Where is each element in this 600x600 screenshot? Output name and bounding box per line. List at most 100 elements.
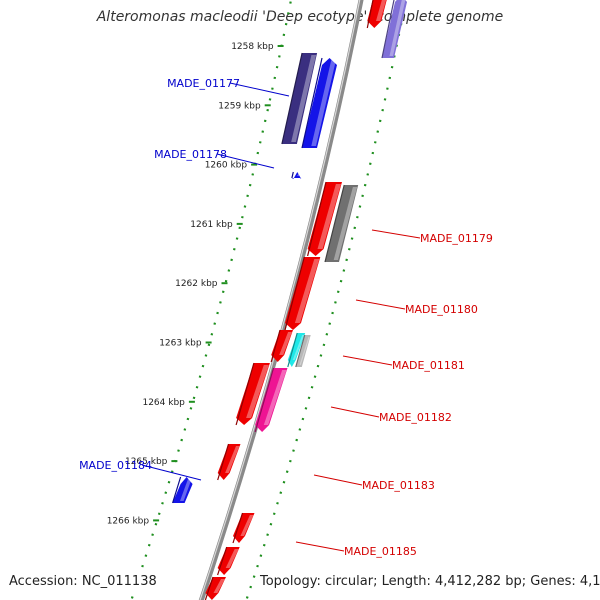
gene-body [172,477,193,503]
gene-bevel [311,60,336,146]
gene-feature-12 [235,362,270,426]
gene-edge [254,367,275,433]
gene-label-made-01183: MADE_01183 [313,474,435,492]
gene-feature-1 [366,0,387,29]
gene-body [307,182,342,256]
tick-1265: 1265 kbp [125,457,178,467]
gene-feature-17 [217,546,240,576]
gene-label-text: MADE_01182 [379,411,452,424]
label-connector [371,229,421,239]
gene-bevel [294,259,320,323]
gene-bevel [291,55,317,142]
outer-ring-dots [245,0,408,600]
gene-bevel [225,446,240,473]
gene-body [233,513,255,543]
label-connector [313,474,363,486]
gene-body [291,172,302,179]
footer: Accession: NC_011138 Topology: circular;… [0,574,600,592]
gene-feature-10 [287,332,306,368]
gene-edge [301,57,323,149]
gene-label-text: MADE_01178 [154,148,227,161]
gene-label-text: MADE_01177 [167,77,240,90]
backbone-highlight [199,0,361,600]
gene-edge [204,576,214,600]
gene-label-text: MADE_01180 [405,303,478,316]
gene-body [295,335,311,367]
backbone-line [198,0,364,600]
gene-label-text: MADE_01184 [79,459,152,472]
tick-1264: 1264 kbp [142,398,195,408]
gene-feature-2 [381,0,407,59]
gene-body [287,333,306,367]
gene-feature-5 [291,171,302,179]
label-connector [216,153,275,169]
kbp-ticks: 1258 kbp 1259 kbp 1260 kbp 1261 kbp 1262 kbp… [88,42,284,586]
tick-label: 1261 kbp [190,220,233,230]
gene-feature-13 [254,367,288,433]
tick-1258: 1258 kbp [231,42,284,52]
gene-feature-18 [204,576,226,600]
gene-body [217,444,241,480]
gene-edge [232,512,244,544]
gene-label-made-01180: MADE_01180 [355,299,478,316]
topology-text: Topology: circular; Length: 4,412,282 bp… [258,574,600,589]
gene-body [285,257,321,330]
tick-label: 1262 kbp [175,279,218,289]
gene-edge [217,546,228,576]
gene-label-text: MADE_01183 [362,479,435,492]
tick-label: 1265 kbp [125,457,168,467]
gene-label-made-01179: MADE_01179 [371,229,493,245]
gene-bevel [240,515,254,536]
gene-edge [281,52,303,145]
tick-label: 1264 kbp [142,398,185,408]
gene-body [271,330,293,362]
gene-edge [291,171,294,179]
gene-feature-16 [232,512,255,544]
gene-body [325,185,359,262]
gene-label-made-01177: MADE_01177 [167,77,290,97]
gene-body [302,58,337,148]
tick-label: 1260 kbp [205,161,248,171]
label-connector [141,464,202,481]
gene-bevel [389,0,406,56]
gene-edge [381,0,395,59]
gene-edge [324,184,345,263]
gene-bevel [296,174,301,176]
gene-feature-15 [172,476,193,504]
gene-edge [366,0,374,29]
gene-features [172,0,407,600]
gene-feature-4 [301,57,337,149]
gene-bevel [333,187,358,260]
label-connector [355,299,406,310]
gene-edge [287,332,298,368]
gene-edge [295,334,306,368]
gene-edge [307,181,327,257]
gene-feature-14 [217,443,241,481]
tick-label: 1258 kbp [231,42,274,52]
gene-edge [235,362,255,426]
gene-feature-11 [295,334,311,368]
gene-body [281,53,318,144]
tick-label: 1259 kbp [218,101,261,111]
gene-label-text: MADE_01181 [392,359,465,372]
gene-feature-6 [307,181,342,257]
gene-label-text: MADE_01179 [420,232,493,245]
gene-bevel [213,579,225,593]
gene-bevel [292,335,305,360]
inner-ring-dots [130,0,293,600]
gene-bevel [263,370,287,425]
tick-1259: 1259 kbp [218,101,271,111]
gene-label-made-01182: MADE_01182 [330,406,452,424]
gene-feature-7 [324,184,359,263]
gene-edge [270,329,281,363]
gene-labels: MADE_01177 MADE_01178 MADE_01179 MADE_01180… [79,77,493,558]
tick-1263: 1263 kbp [159,339,212,349]
gene-body [255,368,288,432]
gene-bevel [246,365,269,418]
gene-body [382,0,407,58]
label-connector [342,355,393,366]
inner-tick-ring [130,0,293,600]
gene-label-made-01185: MADE_01185 [295,541,417,558]
gene-edge [284,256,305,331]
